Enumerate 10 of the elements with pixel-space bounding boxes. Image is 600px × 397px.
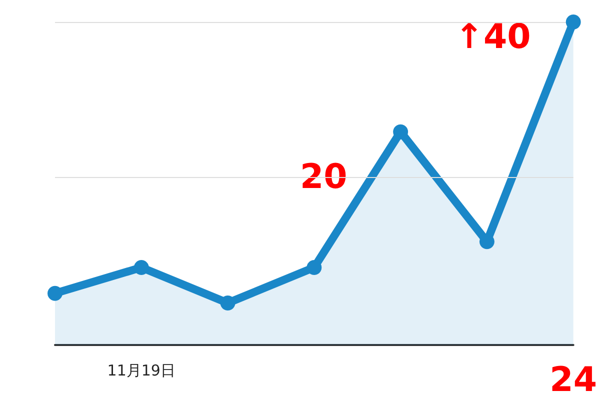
x-tick-label: 24: [550, 360, 598, 397]
x-tick-label: 11月19日: [107, 362, 176, 380]
point: [134, 260, 149, 275]
annotation: 20: [300, 157, 348, 197]
annotation: ↑40: [455, 17, 531, 57]
point: [393, 124, 408, 140]
point: [306, 260, 322, 275]
point: [566, 14, 581, 30]
point: [48, 286, 62, 301]
point: [220, 296, 236, 311]
